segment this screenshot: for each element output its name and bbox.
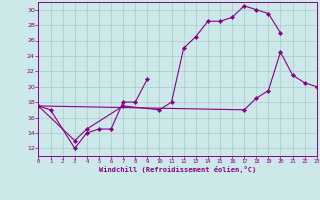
X-axis label: Windchill (Refroidissement éolien,°C): Windchill (Refroidissement éolien,°C) (99, 166, 256, 173)
